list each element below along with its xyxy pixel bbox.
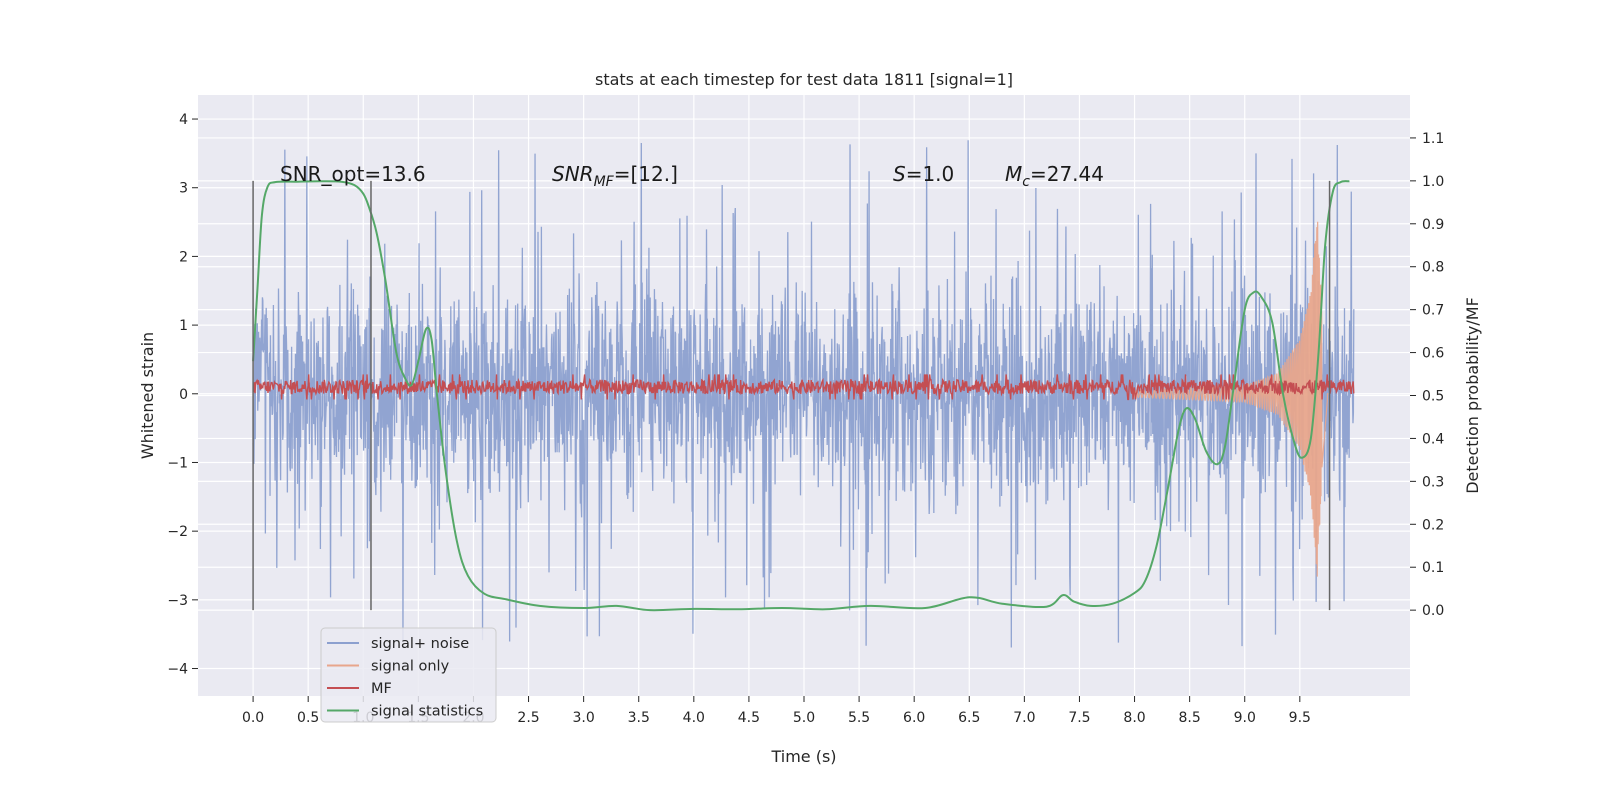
right-tick-label: 1.1 [1422, 131, 1444, 147]
legend-label: signal only [371, 659, 450, 675]
x-tick-label: 3.0 [573, 710, 595, 726]
left-tick-label: −2 [167, 524, 188, 540]
right-y-axis-label: Detection probability/MF [1463, 297, 1482, 494]
left-axis-ticks: −4 −3 −2 −1 0 1 2 3 4 [167, 112, 198, 678]
series-signal-statistics [252, 180, 1350, 612]
snr-mf-subscript: MF [594, 174, 615, 190]
s-value: =1.0 [906, 162, 955, 186]
x-tick-label: 0.0 [242, 710, 264, 726]
right-tick-label: 1.0 [1422, 174, 1444, 190]
annotation-s: S=1.0 [893, 162, 954, 186]
right-tick-label: 0.5 [1422, 389, 1444, 405]
right-tick-label: 0.9 [1422, 217, 1444, 233]
snr-mf-base: SNR [552, 162, 594, 186]
x-tick-label: 5.0 [793, 710, 815, 726]
annotation-mc: Mc=27.44 [1005, 162, 1104, 190]
x-tick-label: 6.5 [958, 710, 980, 726]
legend-label: signal+ noise [371, 636, 469, 652]
left-tick-label: 2 [179, 249, 188, 265]
right-tick-label: 0.2 [1422, 517, 1444, 533]
x-tick-label: 7.0 [1013, 710, 1035, 726]
mc-value: =27.44 [1030, 162, 1104, 186]
x-tick-label: 4.0 [683, 710, 705, 726]
x-tick-label: 3.5 [628, 710, 650, 726]
left-tick-label: −3 [167, 593, 188, 609]
left-tick-label: −4 [167, 662, 188, 678]
right-tick-label: 0.6 [1422, 346, 1444, 362]
x-tick-label: 8.5 [1179, 710, 1201, 726]
legend-box [320, 627, 497, 723]
x-tick-label: 5.5 [848, 710, 870, 726]
mc-subscript: c [1022, 174, 1030, 190]
x-tick-label: 4.5 [738, 710, 760, 726]
left-tick-label: 4 [179, 112, 188, 128]
legend-label: signal statistics [371, 704, 483, 720]
x-tick-label: 2.5 [517, 710, 539, 726]
left-tick-label: 3 [179, 181, 188, 197]
x-tick-label: 0.5 [297, 710, 319, 726]
legend-items: signal+ noise signal only MF signal statist… [327, 636, 483, 720]
x-tick-label: 8.0 [1123, 710, 1145, 726]
right-tick-label: 0.7 [1422, 303, 1444, 319]
left-tick-label: 1 [179, 318, 188, 334]
annotation-snr-mf: SNRMF=[12.] [552, 162, 678, 190]
right-axis-ticks: 0.0 0.1 0.2 0.3 0.4 0.5 0.6 0.7 0.8 0.9 1.0 1.1 [1410, 131, 1444, 619]
right-tick-label: 0.0 [1422, 603, 1444, 619]
left-tick-label: −1 [167, 455, 188, 471]
legend-label: MF [371, 681, 392, 697]
snr-mf-value: =[12.] [614, 162, 678, 186]
right-tick-label: 0.4 [1422, 431, 1444, 447]
right-tick-label: 0.1 [1422, 560, 1444, 576]
left-tick-label: 0 [179, 387, 188, 403]
x-tick-label: 7.5 [1068, 710, 1090, 726]
annotation-snr-opt: SNR_opt=13.6 [280, 162, 426, 186]
s-symbol: S [893, 162, 906, 186]
right-tick-label: 0.3 [1422, 474, 1444, 490]
x-tick-label: 9.5 [1289, 710, 1311, 726]
series-signal-noise [252, 140, 1355, 648]
annotations: SNR_opt=13.6 SNRMF=[12.] S=1.0 Mc=27.44 [280, 162, 1104, 190]
right-tick-label: 0.8 [1422, 260, 1444, 276]
x-axis-label: Time (s) [770, 747, 836, 766]
chart-title: stats at each timestep for test data 181… [595, 70, 1013, 89]
x-tick-label: 6.0 [903, 710, 925, 726]
vertical-markers [252, 180, 1331, 611]
left-y-axis-label: Whitened strain [138, 332, 157, 459]
x-tick-label: 9.0 [1234, 710, 1256, 726]
legend: signal+ noise signal only MF signal statist… [320, 627, 497, 723]
mc-base: M [1005, 162, 1022, 186]
series-layer [252, 140, 1355, 648]
